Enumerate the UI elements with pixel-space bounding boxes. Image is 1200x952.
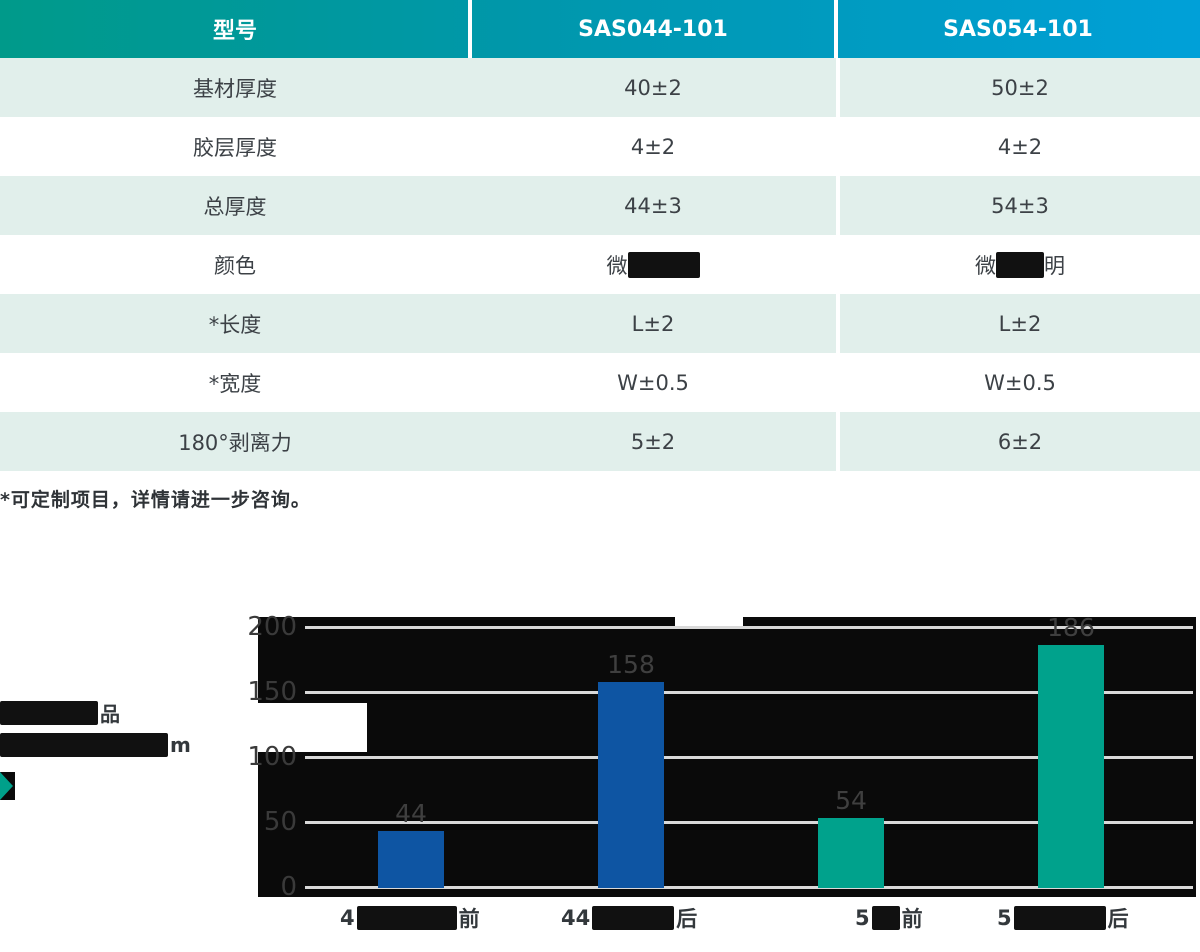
plot-background-gap [258, 703, 367, 752]
bar-54 [818, 818, 884, 888]
cell-value: 40±2 [624, 75, 682, 100]
legend-line: 品 [0, 698, 120, 727]
corrupted-glyph-bar [996, 251, 1044, 278]
gridline-150 [305, 691, 1193, 694]
plot-background [743, 617, 1196, 628]
x-label-fragment: 后 [676, 907, 698, 931]
cell-value: L±2 [631, 311, 675, 336]
row-label: *宽度 [208, 371, 262, 396]
corrupted-glyph-bar [0, 733, 168, 757]
table-header-row: 型号 SAS044-101 SAS054-101 [0, 0, 1200, 58]
table-header-model: 型号 [212, 19, 257, 44]
bar-value-label: 44 [395, 799, 427, 828]
legend-text-fragment: m [170, 733, 191, 757]
cell-value: W±0.5 [617, 370, 689, 395]
bar-chart: 品 m 200 150 100 50 0 44 158 54 186 4 前 4… [0, 590, 1200, 952]
cell-text-fragment: 微 [975, 253, 996, 278]
x-axis-label: 5 前 [855, 903, 923, 933]
row-label: 基材厚度 [193, 76, 277, 101]
gridline-100 [305, 756, 1193, 759]
cell-value: W±0.5 [836, 353, 1200, 412]
legend-text-fragment: 品 [100, 702, 120, 726]
row-label: 胶层厚度 [193, 135, 277, 160]
y-axis-label: 0 [280, 872, 297, 902]
cell-value: 6±2 [836, 412, 1200, 471]
corrupted-glyph-bar [1013, 906, 1106, 930]
bar-value-label: 54 [835, 786, 867, 815]
y-axis-label: 150 [247, 677, 297, 707]
gridline-50 [305, 821, 1193, 824]
x-axis-label: 5 后 [997, 903, 1129, 933]
corrupted-glyph-bar [0, 700, 98, 725]
cell-value: 4±2 [630, 134, 676, 159]
cell-value: 5±2 [630, 429, 676, 454]
cell-value-corrupted: 微 明 [836, 235, 1200, 294]
bar-44 [378, 831, 444, 888]
cell-text-fragment: 明 [1044, 253, 1065, 278]
cell-value-corrupted: 微 [470, 235, 836, 294]
header-separator [468, 0, 472, 58]
table-header-sas044: SAS044-101 [578, 16, 728, 42]
corrupted-glyph-bar [871, 906, 900, 930]
x-axis-label: 44 后 [561, 903, 697, 933]
bar-186 [1038, 645, 1104, 888]
gridline-200 [305, 626, 1193, 629]
table-row: 胶层厚度 4±2 4±2 [0, 117, 1200, 176]
y-axis-label: 200 [247, 612, 297, 642]
cell-value: 44±3 [624, 193, 682, 218]
header-separator [834, 0, 838, 58]
customization-note: *可定制项目，详情请进一步咨询。 [0, 489, 311, 511]
cell-value: 4±2 [836, 117, 1200, 176]
bar-value-label: 158 [607, 650, 655, 679]
gridline-0 [305, 886, 1193, 889]
cell-value: L±2 [836, 294, 1200, 353]
legend-line: m [0, 733, 191, 757]
row-label: 180°剥离力 [178, 430, 292, 455]
y-axis-label: 50 [263, 807, 297, 837]
x-label-fragment: 4 [340, 906, 355, 930]
y-axis-label: 100 [247, 742, 297, 772]
corrupted-glyph-bar [356, 906, 457, 930]
table-row: *长度 L±2 L±2 [0, 294, 1200, 353]
x-label-fragment: 44 [561, 906, 591, 930]
table-row: *宽度 W±0.5 W±0.5 [0, 353, 1200, 412]
row-label: *长度 [208, 312, 262, 337]
x-label-fragment: 5 [855, 906, 870, 930]
plot-background [258, 617, 675, 628]
cell-value: 54±3 [836, 176, 1200, 235]
corrupted-glyph-bar [592, 906, 675, 930]
cell-text-fragment: 微 [606, 253, 628, 278]
bar-value-label: 186 [1047, 613, 1095, 642]
table-row: 180°剥离力 5±2 6±2 [0, 412, 1200, 471]
table-header-sas054: SAS054-101 [943, 16, 1093, 42]
corrupted-glyph-bar [627, 251, 700, 278]
table-row: 基材厚度 40±2 50±2 [0, 58, 1200, 117]
row-label: 颜色 [214, 253, 256, 278]
x-label-fragment: 后 [1107, 907, 1129, 931]
x-label-fragment: 5 [997, 906, 1012, 930]
spec-table: 型号 SAS044-101 SAS054-101 基材厚度 40±2 50±2 … [0, 0, 1200, 471]
play-triangle-icon [0, 772, 15, 800]
x-label-fragment: 前 [458, 907, 480, 931]
row-label: 总厚度 [203, 194, 267, 219]
cell-value: 50±2 [836, 58, 1200, 117]
x-axis-label: 4 前 [340, 903, 480, 933]
x-label-fragment: 前 [901, 907, 923, 931]
bar-158 [598, 682, 664, 888]
table-row: 总厚度 44±3 54±3 [0, 176, 1200, 235]
table-row: 颜色 微 微 明 [0, 235, 1200, 294]
